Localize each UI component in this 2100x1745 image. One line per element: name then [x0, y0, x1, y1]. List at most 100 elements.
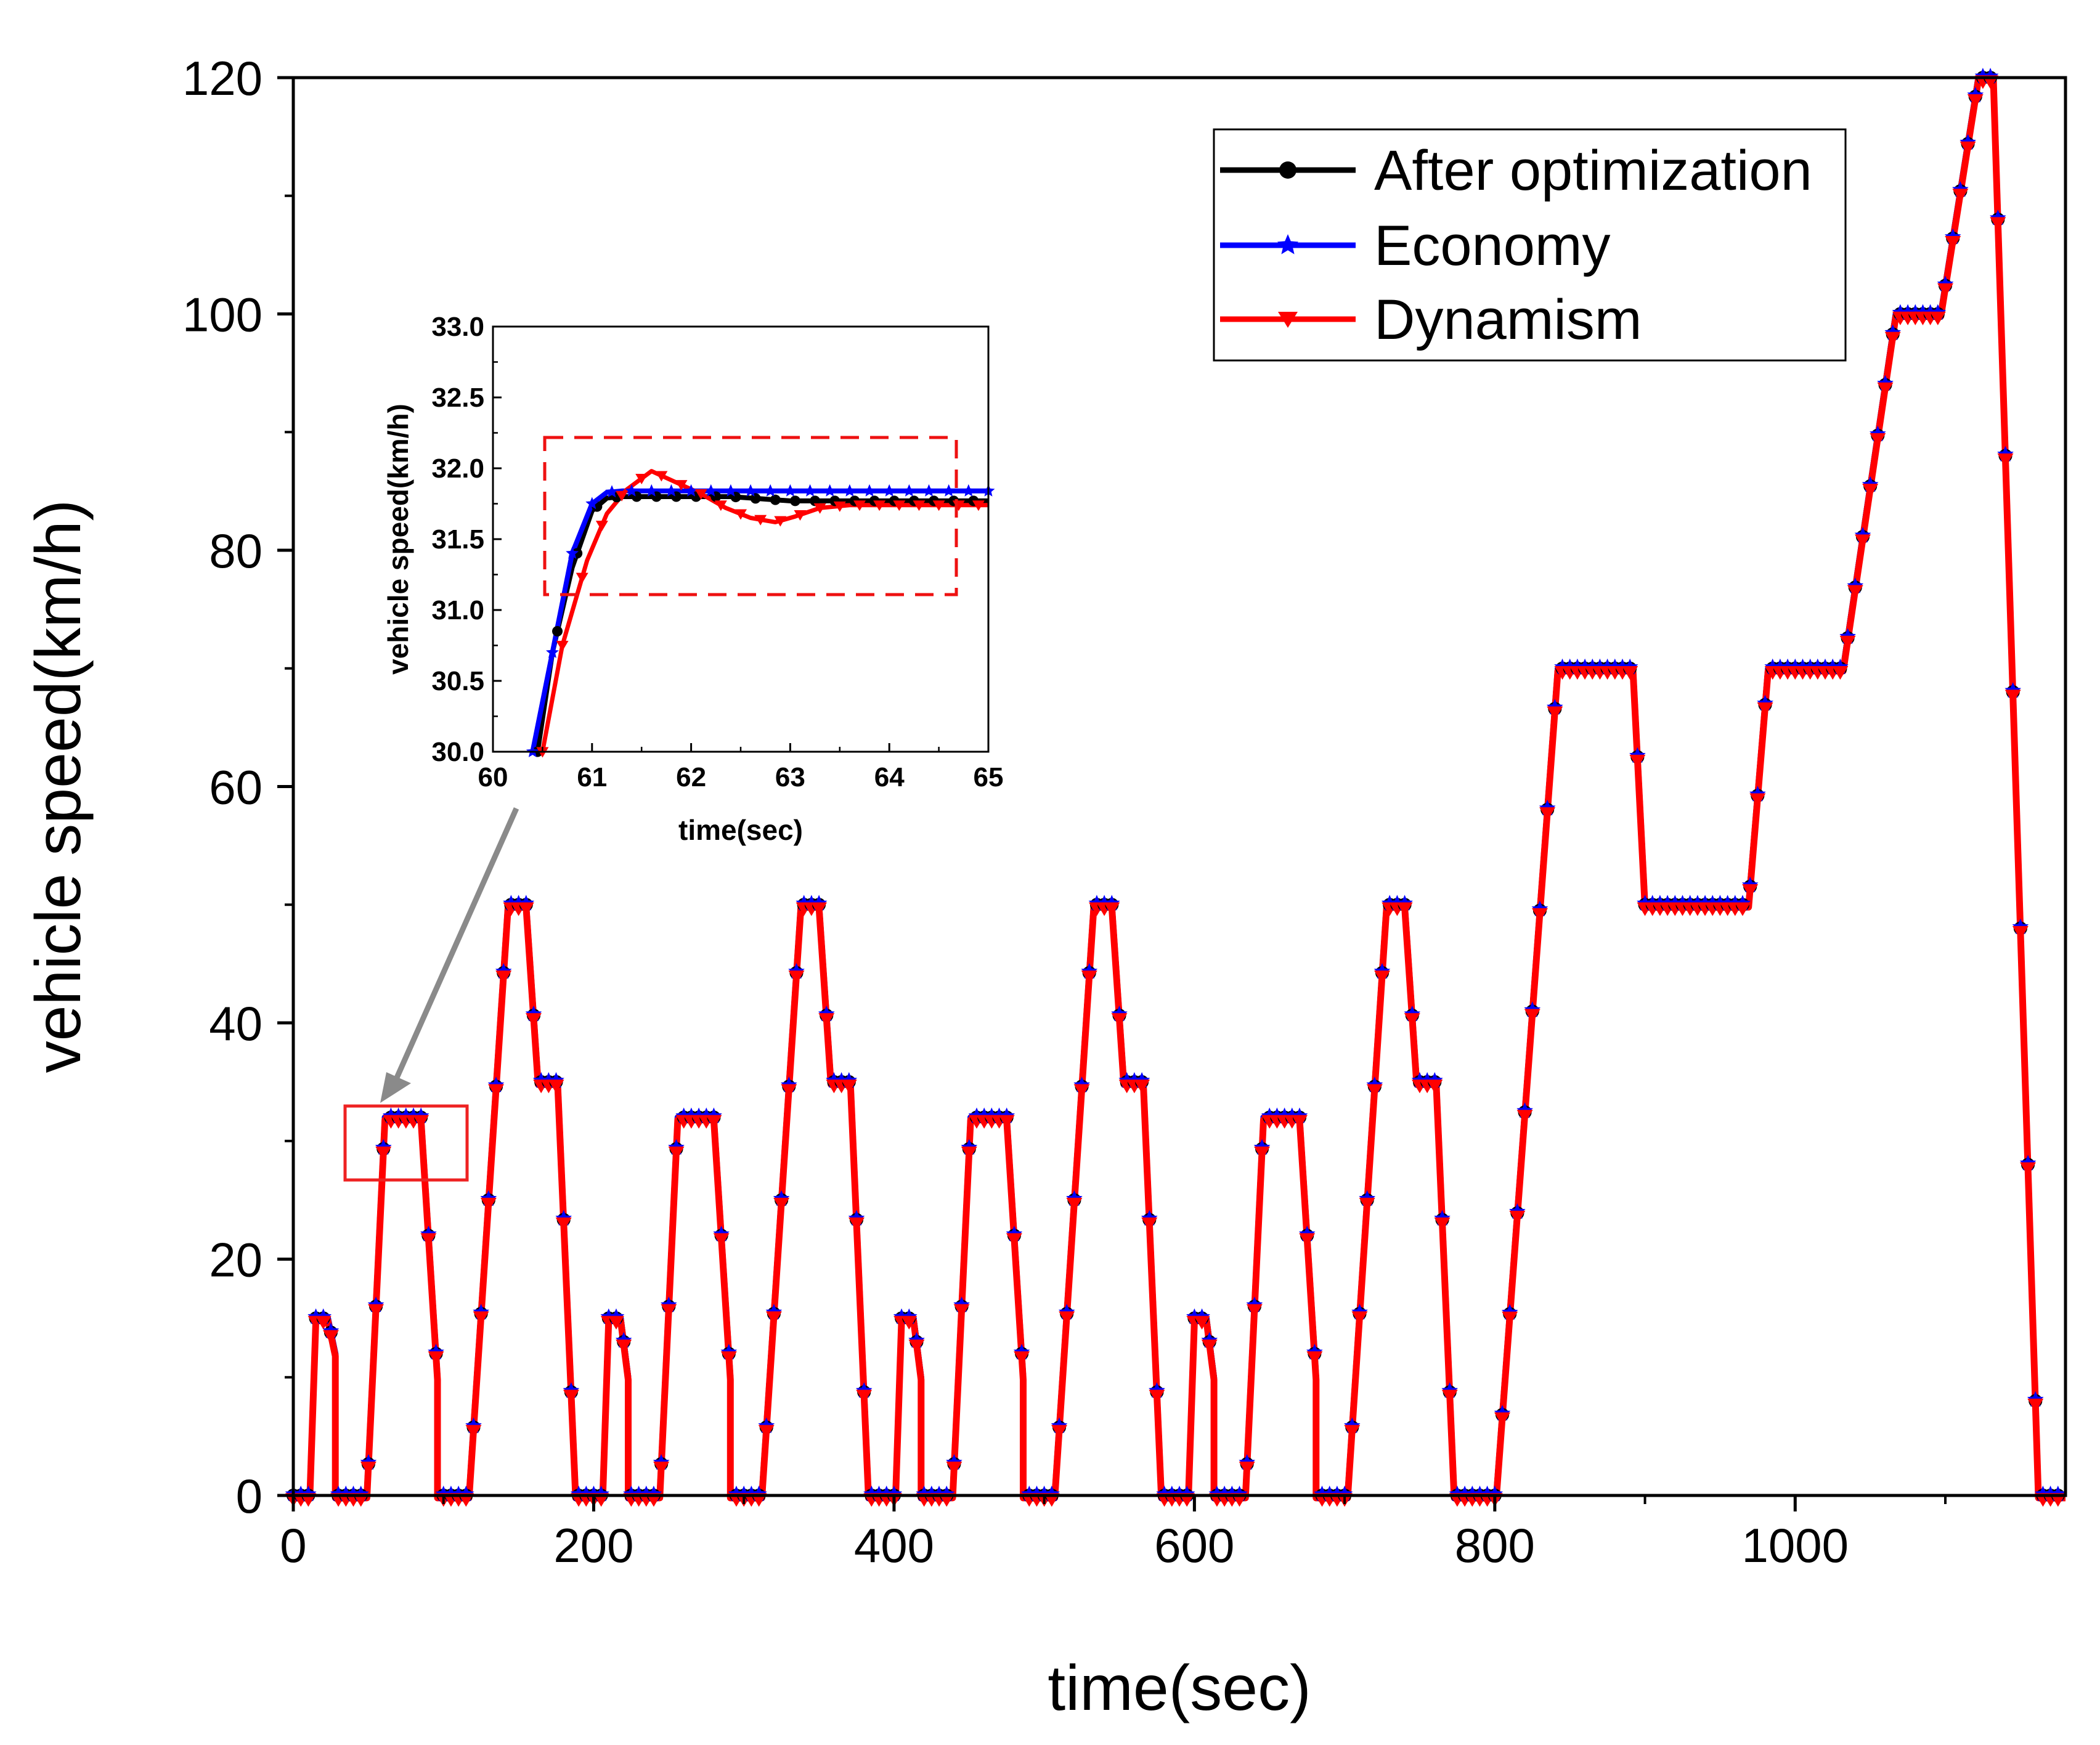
main-point-dynamism	[1952, 189, 1969, 203]
main-x-tick-label: 0	[280, 1518, 306, 1572]
main-x-tick-label: 1000	[1742, 1518, 1849, 1572]
inset-point-economy	[823, 484, 837, 497]
main-point-dynamism	[473, 1311, 489, 1325]
main-point-dynamism	[465, 1425, 482, 1439]
main-x-tick-label: 600	[1154, 1518, 1234, 1572]
main-x-tick-label: 200	[553, 1518, 633, 1572]
main-point-dynamism	[322, 1330, 339, 1344]
main-point-dynamism	[1509, 1210, 1526, 1225]
legend-entry-dynamism: Dynamism	[1220, 288, 1642, 351]
main-point-dynamism	[1351, 1311, 1368, 1325]
inset-point-dynamism	[972, 500, 985, 511]
inset-point-economy	[783, 484, 797, 497]
main-point-dynamism	[375, 1146, 392, 1160]
main-point-dynamism	[720, 1351, 737, 1365]
inset-y-axis-label: vehicle speed(km/h)	[382, 404, 414, 675]
main-point-dynamism	[1734, 902, 1751, 916]
main-point-dynamism	[1396, 902, 1413, 916]
inset-point-dynamism	[853, 500, 866, 511]
main-point-dynamism	[1006, 1233, 1022, 1247]
main-point-dynamism	[1757, 702, 1773, 717]
main-point-dynamism	[563, 1389, 579, 1404]
main-point-dynamism	[661, 1304, 677, 1318]
main-x-tick-label: 400	[854, 1518, 934, 1572]
main-point-dynamism	[1870, 433, 1886, 447]
main-point-dynamism	[1104, 902, 1120, 916]
inset-point-dynamism	[635, 474, 648, 485]
main-point-dynamism	[548, 1080, 564, 1094]
main-point-dynamism	[608, 1316, 625, 1330]
main-y-tick-label: 60	[209, 760, 262, 815]
inset-y-tick-label: 32.5	[431, 383, 484, 413]
main-point-dynamism	[1622, 666, 1638, 680]
main-point-dynamism	[1990, 217, 2006, 231]
main-point-dynamism	[2027, 1398, 2044, 1412]
inset-point-dynamism	[616, 490, 629, 502]
inset-point-economy	[863, 484, 876, 497]
main-point-dynamism	[1742, 884, 1759, 898]
inset-point-dynamism	[833, 501, 846, 512]
inset-point-dynamism	[794, 510, 807, 521]
inset-y-tick-label: 30.5	[431, 666, 484, 696]
main-point-dynamism	[2012, 925, 2029, 940]
main-point-dynamism	[1239, 1462, 1255, 1476]
main-point-dynamism	[1426, 1080, 1443, 1094]
main-point-dynamism	[811, 902, 828, 916]
main-point-dynamism	[1877, 382, 1894, 396]
inset-point-dynamism	[595, 521, 608, 532]
inset-x-tick-label: 62	[676, 762, 706, 792]
inset-y-tick-label: 32.0	[431, 454, 484, 484]
main-x-axis-label: time(sec)	[1048, 1653, 1311, 1724]
legend-marker-circle-icon	[1279, 161, 1296, 179]
legend-marker-star-icon	[1277, 234, 1299, 254]
inset-point-economy	[704, 484, 718, 497]
legend-entry-after-optimization: After optimization	[1220, 139, 1812, 202]
inset-point-after-optimization	[789, 495, 800, 506]
inset-point-economy	[744, 484, 757, 497]
main-point-dynamism	[1254, 1146, 1271, 1160]
main-point-dynamism	[818, 1013, 835, 1027]
main-point-dynamism	[653, 1462, 670, 1476]
inset-point-after-optimization	[750, 493, 761, 504]
inset-x-tick-label: 60	[478, 762, 508, 792]
main-point-dynamism	[1531, 908, 1548, 922]
main-point-dynamism	[1073, 1084, 1090, 1098]
inset-point-after-optimization	[770, 494, 781, 505]
main-point-dynamism	[1854, 534, 1871, 548]
inset-point-economy	[763, 484, 777, 497]
main-point-dynamism	[2020, 1162, 2037, 1176]
main-y-tick-label: 40	[209, 996, 262, 1051]
legend-label-dynamism: Dynamism	[1374, 288, 1642, 351]
main-point-dynamism	[1967, 94, 1984, 108]
main-point-dynamism	[668, 1146, 685, 1160]
legend-entry-economy: Economy	[1220, 214, 1611, 277]
inset-point-economy	[685, 484, 698, 497]
main-point-dynamism	[420, 1233, 437, 1247]
legend-marker-triangle-down-icon	[1278, 312, 1298, 328]
main-point-dynamism	[946, 1462, 962, 1476]
main-point-dynamism	[488, 1084, 505, 1098]
inset-x-tick-label: 61	[577, 762, 607, 792]
main-point-dynamism	[1081, 970, 1097, 985]
main-point-dynamism	[848, 1217, 865, 1231]
main-y-tick-label: 120	[182, 51, 262, 105]
inset-x-axis-label: time(sec)	[678, 814, 803, 846]
inset-x-tick-label: 65	[974, 762, 1004, 792]
inset-point-economy	[922, 484, 935, 497]
main-point-dynamism	[1201, 1339, 1218, 1354]
main-point-dynamism	[856, 1389, 873, 1404]
main-point-dynamism	[765, 1311, 782, 1325]
inset-y-tick-label: 33.0	[431, 312, 484, 342]
main-point-dynamism	[495, 970, 512, 985]
main-point-dynamism	[413, 1115, 429, 1129]
main-point-dynamism	[360, 1462, 376, 1476]
inset-point-economy	[585, 497, 599, 510]
main-point-dynamism	[368, 1304, 385, 1318]
inset-series-markers	[526, 471, 995, 758]
inset-plot: 60 61 62 63 64 65 30.0 30.5 31.0 31.5 32.0 32.5 33.0…	[382, 312, 1003, 846]
main-x-tick-label: 800	[1455, 1518, 1535, 1572]
main-point-dynamism	[901, 1316, 918, 1330]
inset-point-economy	[882, 484, 896, 497]
inset-point-economy	[645, 484, 658, 497]
